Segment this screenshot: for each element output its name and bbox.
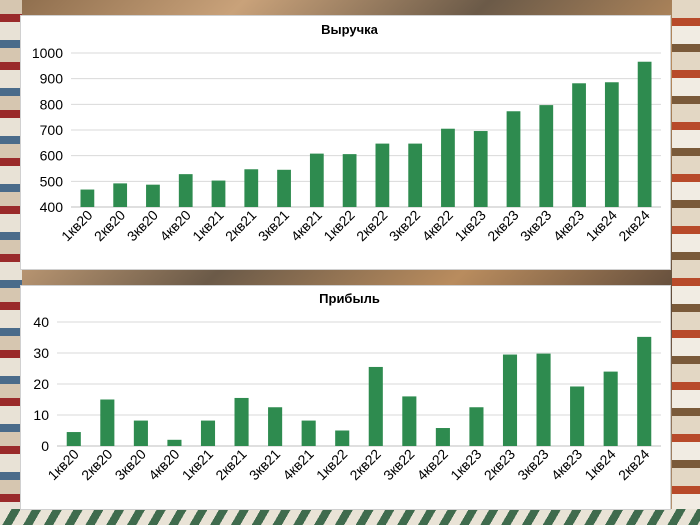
profit-bar — [234, 397, 249, 446]
profit-x-tick-label: 3кв21 — [246, 446, 284, 484]
revenue-bar — [80, 189, 95, 207]
profit-x-tick-label: 2кв24 — [615, 446, 653, 484]
profit-x-tick-label: 2кв21 — [212, 446, 250, 484]
revenue-bar — [441, 128, 455, 207]
profit-x-tick-label: 2кв22 — [346, 446, 384, 484]
profit-bar — [335, 430, 350, 446]
profit-x-tick-label: 4кв20 — [145, 446, 183, 484]
revenue-x-tick-label: 1кв23 — [451, 207, 489, 245]
revenue-bar — [604, 82, 619, 207]
revenue-bar — [342, 154, 357, 207]
revenue-bar — [375, 143, 390, 207]
revenue-y-tick-label: 900 — [40, 71, 64, 87]
revenue-y-tick-label: 1000 — [32, 45, 63, 61]
revenue-x-tick-label: 1кв21 — [189, 207, 227, 245]
profit-bar — [66, 432, 81, 446]
revenue-x-tick-label: 4кв23 — [550, 207, 588, 245]
profit-x-tick-label: 2кв23 — [481, 446, 519, 484]
revenue-x-tick-label: 1кв24 — [583, 207, 621, 245]
profit-chart: Прибыль0102030401кв202кв203кв204кв201кв2… — [33, 291, 661, 484]
profit-y-tick-label: 30 — [33, 345, 49, 361]
revenue-bar — [506, 111, 521, 207]
background-floor — [0, 509, 700, 525]
profit-y-tick-label: 20 — [33, 376, 49, 392]
profit-x-tick-label: 3кв20 — [112, 446, 150, 484]
profit-bar — [100, 399, 115, 446]
revenue-bar — [408, 143, 423, 207]
revenue-chart: Выручка40050060070080090010001кв202кв203… — [32, 22, 661, 245]
revenue-chart-panel: Выручка 400 500 600 700 800 900 1000 1кв20 2кв20 3… — [20, 15, 671, 270]
profit-bar — [167, 439, 182, 446]
revenue-y-tick-label: 400 — [40, 199, 64, 215]
profit-bar — [603, 371, 618, 446]
revenue-bar — [211, 180, 226, 207]
revenue-x-tick-label: 3кв22 — [386, 207, 424, 245]
background-shelf-left — [0, 0, 22, 525]
profit-bar — [637, 336, 652, 446]
revenue-bar — [473, 131, 488, 207]
profit-bar — [469, 407, 484, 446]
profit-bar — [200, 420, 216, 446]
revenue-y-tick-label: 800 — [40, 96, 64, 112]
revenue-bar — [539, 105, 554, 207]
revenue-x-tick-label: 4кв21 — [288, 207, 326, 245]
profit-x-tick-label: 2кв20 — [78, 446, 116, 484]
profit-bar — [435, 428, 450, 446]
revenue-x-tick-label: 4кв20 — [156, 207, 194, 245]
revenue-bar — [178, 174, 193, 207]
revenue-x-tick-label: 3кв23 — [517, 207, 555, 245]
revenue-x-tick-label: 2кв20 — [91, 207, 129, 245]
revenue-bar — [572, 83, 586, 207]
revenue-y-tick-label: 500 — [40, 173, 64, 189]
profit-bar — [301, 420, 316, 446]
profit-bar — [133, 420, 148, 446]
profit-x-tick-label: 4кв22 — [414, 446, 452, 484]
profit-x-tick-label: 1кв20 — [44, 446, 82, 484]
profit-x-tick-label: 1кв22 — [313, 446, 351, 484]
revenue-x-tick-label: 3кв21 — [255, 207, 293, 245]
profit-x-tick-label: 1кв24 — [581, 446, 619, 484]
revenue-bar — [309, 153, 324, 207]
revenue-y-tick-label: 600 — [40, 148, 64, 164]
profit-y-tick-label: 0 — [41, 438, 49, 454]
revenue-bar — [146, 184, 160, 207]
profit-x-tick-label: 4кв21 — [279, 446, 317, 484]
profit-bar — [402, 396, 417, 446]
profit-x-tick-label: 4кв23 — [548, 446, 586, 484]
revenue-x-tick-label: 2кв24 — [615, 207, 653, 245]
revenue-y-tick-label: 700 — [40, 122, 64, 138]
profit-bar — [570, 386, 585, 446]
revenue-x-tick-label: 2кв21 — [222, 207, 260, 245]
revenue-bar — [113, 183, 128, 207]
profit-x-tick-label: 3кв22 — [380, 446, 418, 484]
profit-y-tick-label: 40 — [33, 314, 49, 330]
profit-bar — [368, 366, 383, 446]
profit-bar — [268, 407, 283, 446]
revenue-bar — [244, 169, 259, 207]
revenue-x-tick-label: 3кв20 — [124, 207, 162, 245]
background-shelf-right — [672, 0, 700, 525]
revenue-bar — [637, 61, 652, 207]
profit-chart-title: Прибыль — [319, 291, 380, 306]
profit-x-tick-label: 3кв23 — [514, 446, 552, 484]
revenue-x-tick-label: 2кв23 — [484, 207, 522, 245]
profit-x-tick-label: 1кв21 — [179, 446, 217, 484]
revenue-x-tick-label: 4кв22 — [419, 207, 457, 245]
revenue-bar — [277, 169, 291, 207]
profit-chart-panel: Прибыль 0 10 20 30 40 1кв20 2кв20 3кв20 4кв20 1кв2… — [20, 285, 671, 510]
profit-bar — [502, 354, 518, 446]
revenue-x-tick-label: 1кв20 — [58, 207, 96, 245]
revenue-chart-title: Выручка — [321, 22, 379, 37]
profit-x-tick-label: 1кв23 — [447, 446, 485, 484]
profit-y-tick-label: 10 — [33, 407, 49, 423]
profit-bar — [536, 353, 551, 446]
revenue-x-tick-label: 2кв22 — [353, 207, 391, 245]
revenue-x-tick-label: 1кв22 — [320, 207, 358, 245]
